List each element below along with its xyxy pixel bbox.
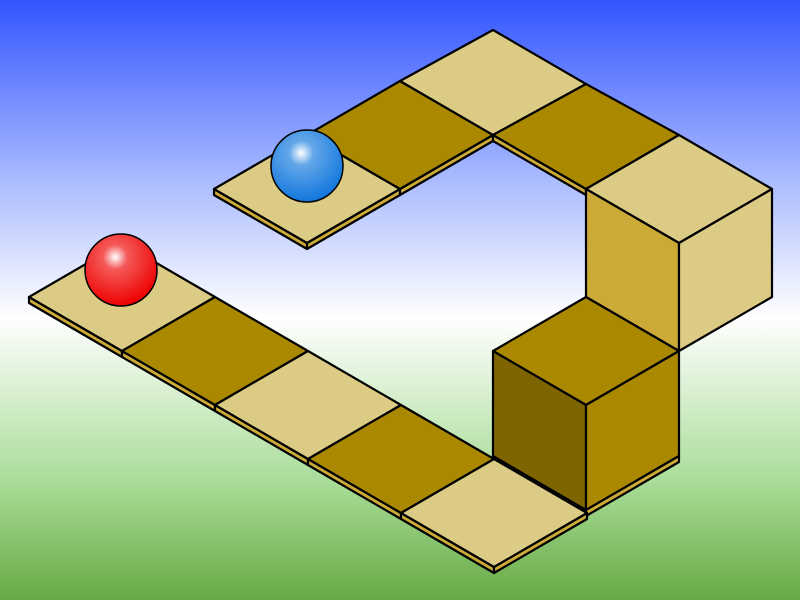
upper-block-right-face <box>677 187 774 353</box>
balls <box>84 129 344 307</box>
front-tile-group <box>399 457 589 575</box>
tile-05 <box>399 457 589 569</box>
blue-ball[interactable] <box>270 129 344 203</box>
upper-track <box>212 28 681 251</box>
red-ball[interactable] <box>84 233 158 307</box>
lower-block <box>491 295 681 518</box>
